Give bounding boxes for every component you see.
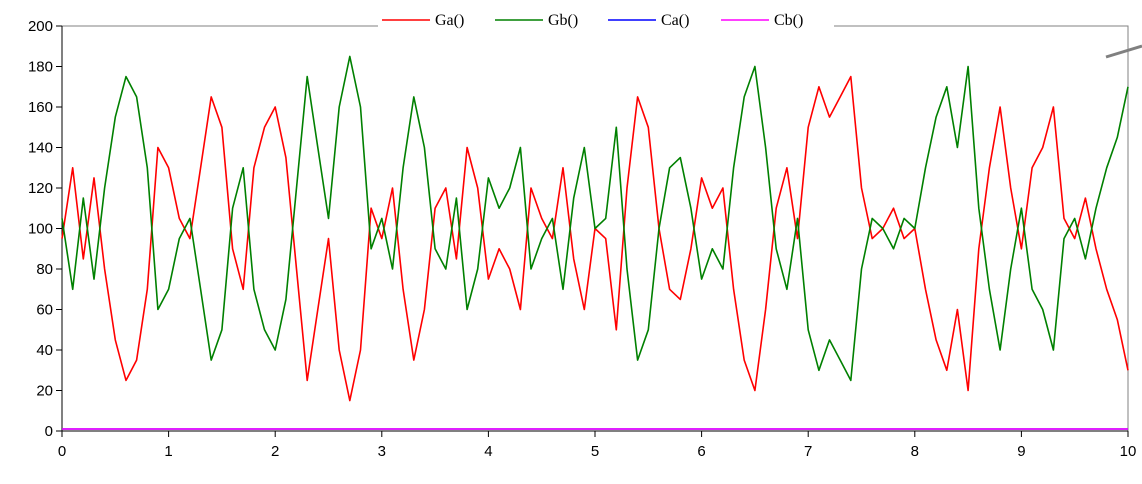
y-tick-label: 100 — [28, 221, 53, 238]
x-tick-label: 3 — [378, 443, 386, 460]
x-tick-label: 10 — [1120, 443, 1137, 460]
legend-box — [378, 9, 834, 29]
y-tick-label: 20 — [36, 383, 53, 400]
series-line-ga — [61, 75, 1129, 402]
x-tick-label: 7 — [804, 443, 812, 460]
x-tick-label: 6 — [697, 443, 705, 460]
series-layer — [61, 55, 1129, 430]
y-tick-label: 80 — [36, 261, 53, 278]
axes: 0 20 40 60 80 100 120 140 160 180 200 0 1 2 3 4 5 6 7 8 9 10 — [28, 18, 1142, 460]
x-tick-label: 1 — [164, 443, 172, 460]
x-tick-label: 9 — [1017, 443, 1025, 460]
corner-connector-line — [1105, 44, 1142, 59]
y-tick-label: 160 — [28, 99, 53, 116]
legend-label-ca: Ca() — [661, 12, 689, 29]
x-tick-label: 0 — [58, 443, 66, 460]
legend-label-gb: Gb() — [548, 12, 578, 29]
y-tick-label: 140 — [28, 140, 53, 157]
y-tick-label: 200 — [28, 18, 53, 35]
y-tick-label: 40 — [36, 342, 53, 359]
y-tick-label: 60 — [36, 302, 53, 319]
legend: Ga() Gb() Ca() Cb() — [378, 9, 834, 29]
y-tick-label: 180 — [28, 59, 53, 76]
x-tick-label: 4 — [484, 443, 492, 460]
legend-label-cb: Cb() — [774, 12, 803, 29]
legend-label-ga: Ga() — [435, 12, 464, 29]
y-tick-label: 0 — [45, 423, 53, 440]
x-tick-label: 5 — [591, 443, 599, 460]
x-tick-label: 2 — [271, 443, 279, 460]
y-tick-label: 120 — [28, 180, 53, 197]
x-tick-label: 8 — [911, 443, 919, 460]
series-line-gb — [61, 55, 1129, 382]
